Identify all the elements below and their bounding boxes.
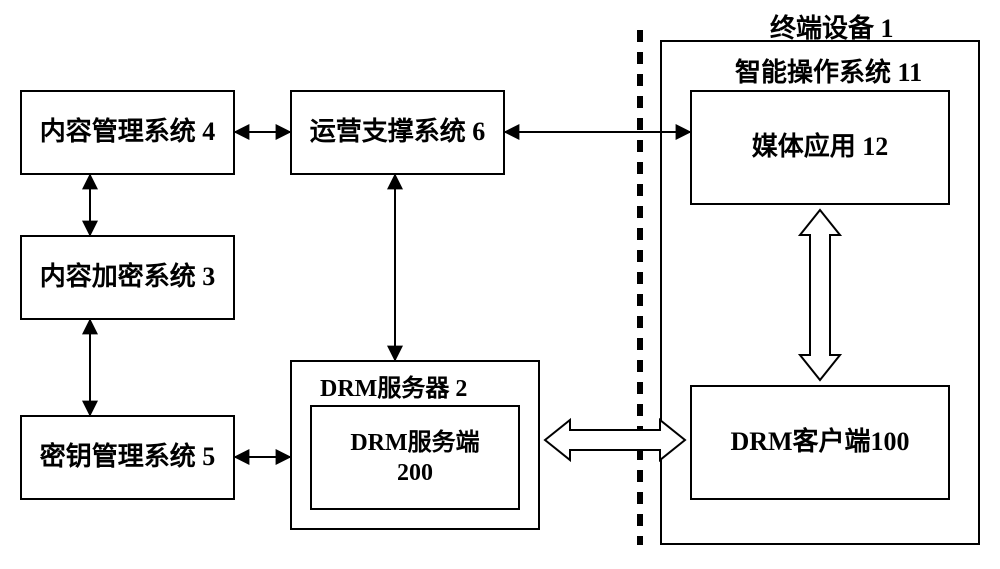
diagram-canvas: { "labels": { "terminalDevice": "终端设备 1"… [0, 0, 1000, 569]
content-encrypt-label: 内容加密系统 3 [40, 261, 216, 294]
drm-server-inner-box: DRM服务端 200 [310, 405, 520, 510]
key-mgmt-label: 密钥管理系统 5 [40, 441, 216, 474]
content-encrypt-box: 内容加密系统 3 [20, 235, 235, 320]
ops-support-box: 运营支撑系统 6 [290, 90, 505, 175]
key-mgmt-box: 密钥管理系统 5 [20, 415, 235, 500]
drm-client-label: DRM客户端100 [730, 426, 909, 459]
terminal-device-title: 终端设备 1 [770, 8, 894, 45]
content-mgmt-box: 内容管理系统 4 [20, 90, 235, 175]
media-app-label: 媒体应用 12 [752, 131, 889, 164]
smart-os-title: 智能操作系统 11 [735, 52, 922, 89]
ops-support-label: 运营支撑系统 6 [310, 116, 486, 149]
drm-client-box: DRM客户端100 [690, 385, 950, 500]
drm-server-inner-label: DRM服务端 200 [350, 428, 479, 488]
content-mgmt-label: 内容管理系统 4 [40, 116, 216, 149]
media-app-box: 媒体应用 12 [690, 90, 950, 205]
drm-server-outer-label: DRM服务器 2 [320, 368, 467, 403]
